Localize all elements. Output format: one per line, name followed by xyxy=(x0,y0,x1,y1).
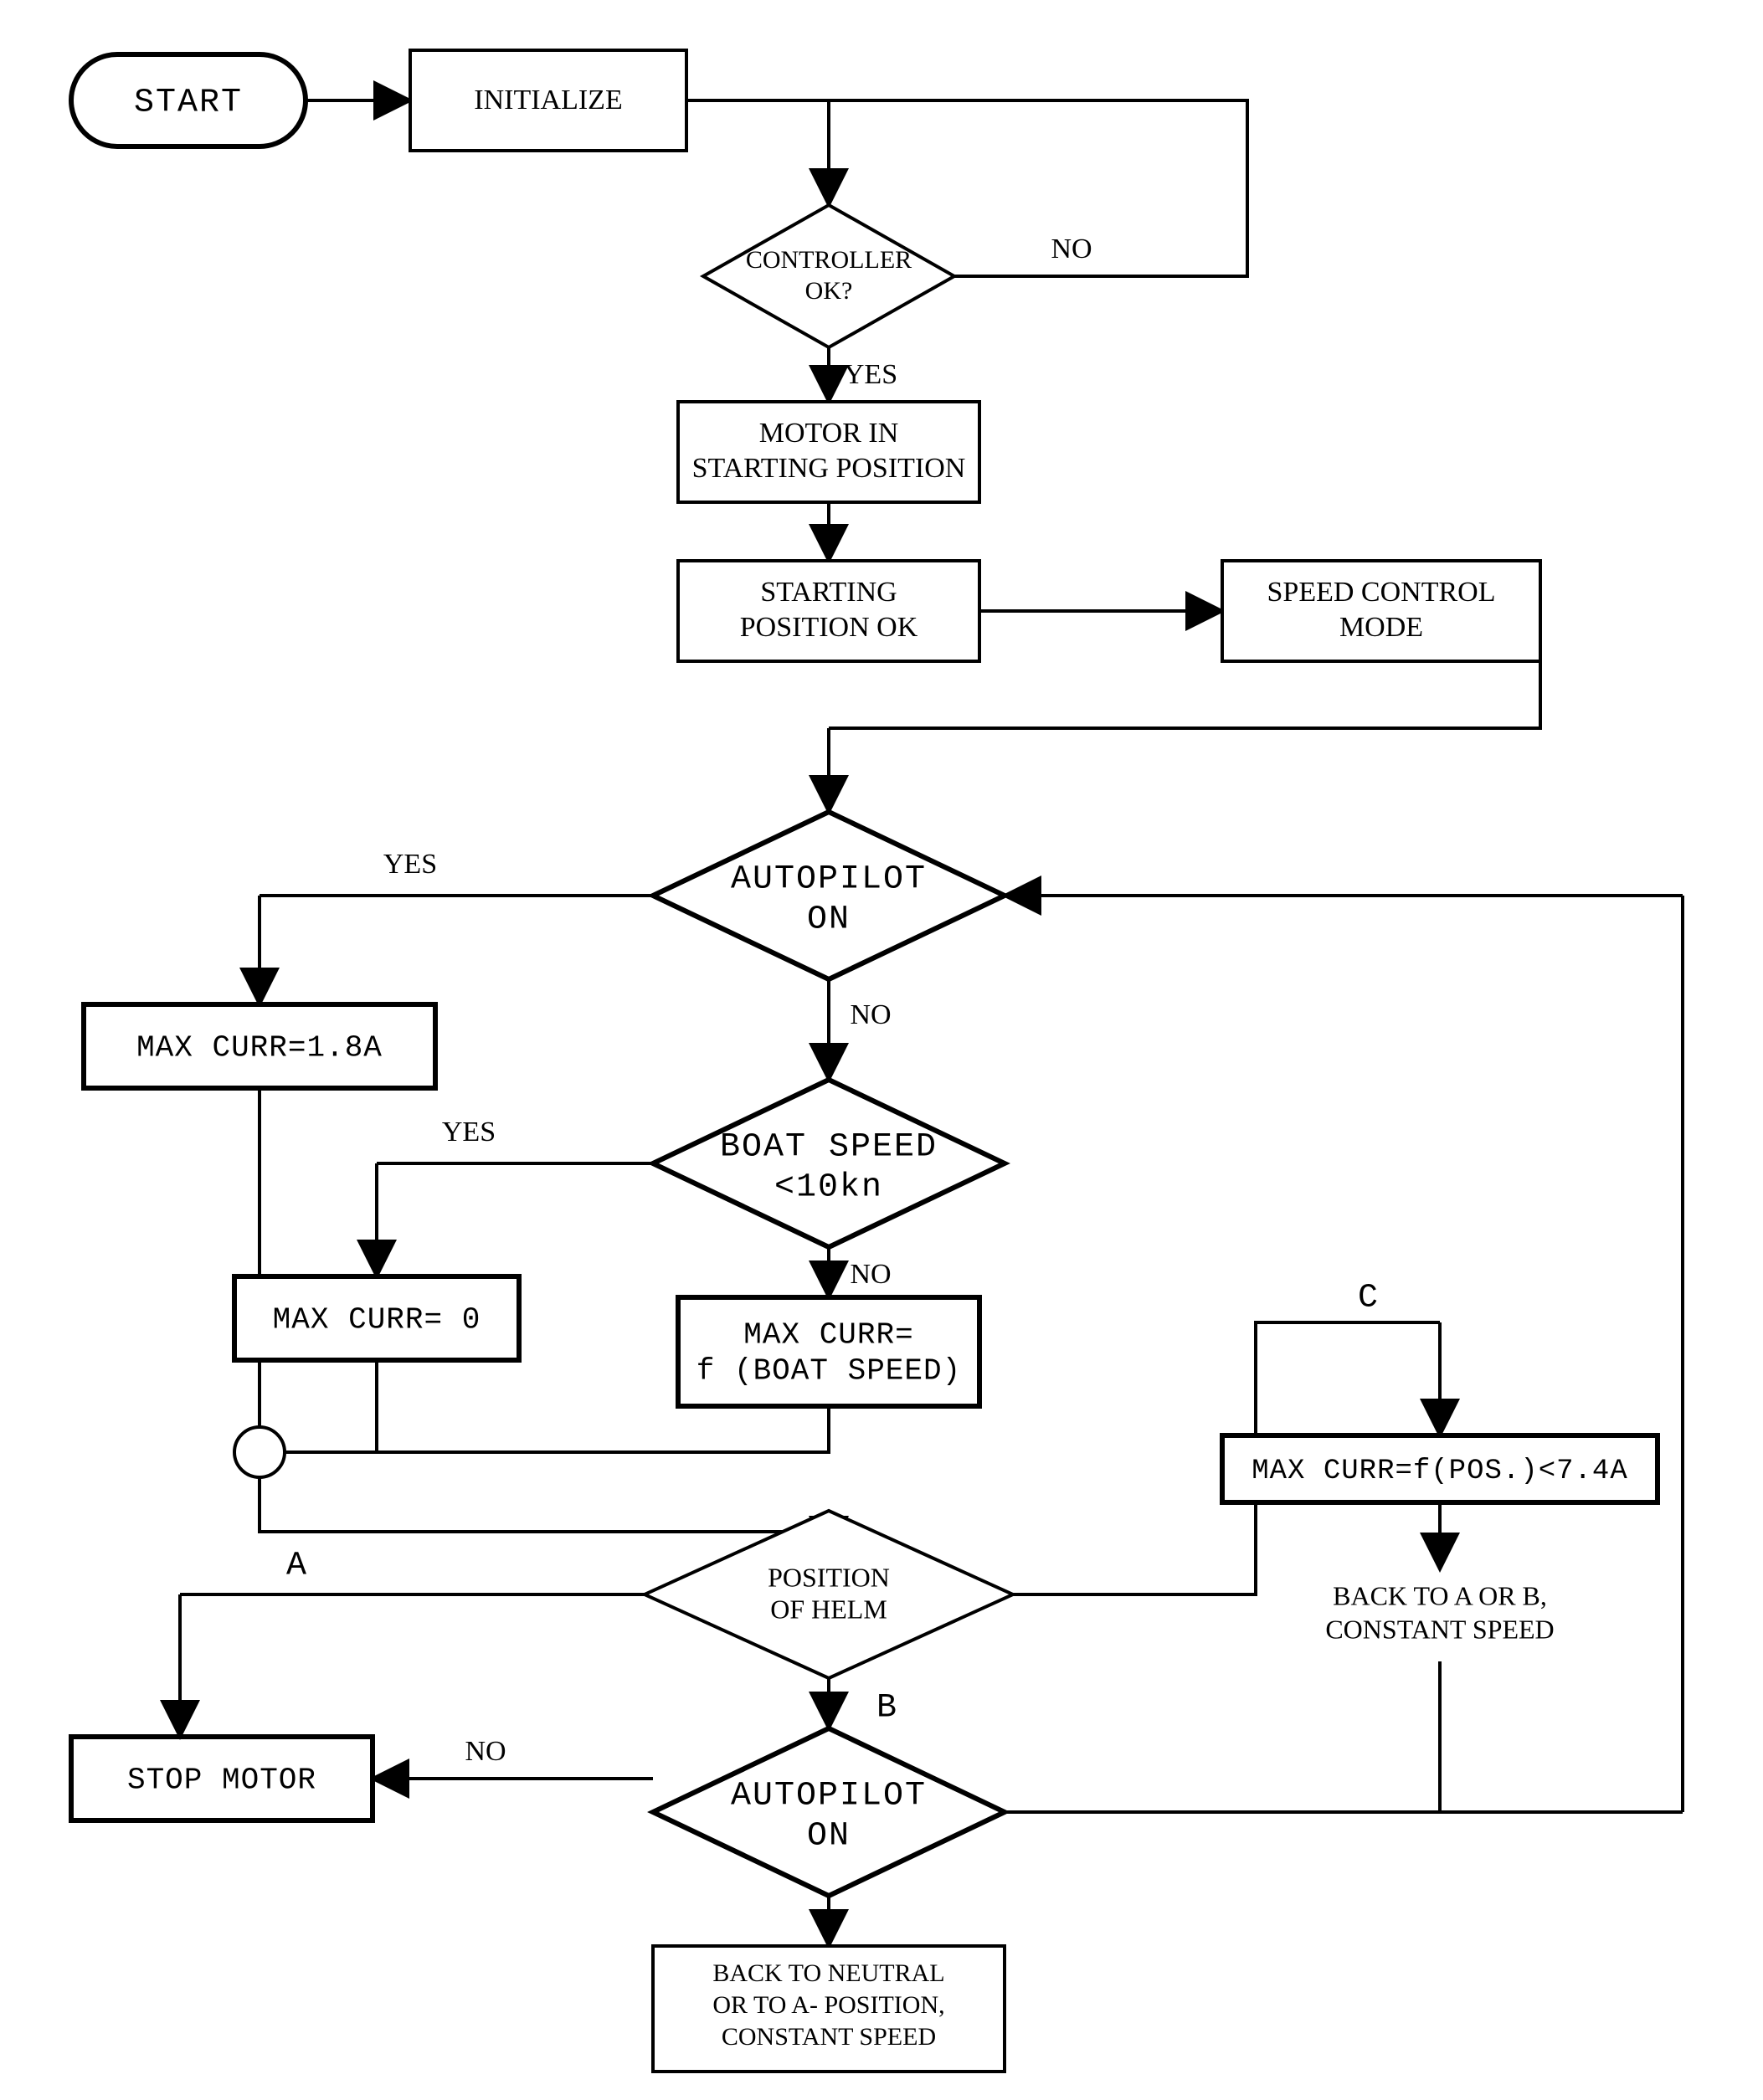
node-back-neutral-l1: BACK TO NEUTRAL xyxy=(712,1959,944,1987)
node-boat-speed-l2: <10kn xyxy=(774,1169,883,1207)
node-autopilot2-l2: ON xyxy=(807,1818,851,1856)
node-autopilot1-l2: ON xyxy=(807,901,851,939)
node-position-of-helm-l1: POSITION xyxy=(768,1562,890,1592)
node-initialize-label: INITIALIZE xyxy=(474,85,622,116)
node-max-curr-0-label: MAX CURR= 0 xyxy=(273,1303,481,1338)
lbl-ap1-yes: YES xyxy=(383,849,437,880)
node-back-ab-l1: BACK TO A OR B, xyxy=(1333,1580,1547,1610)
lbl-bs-no: NO xyxy=(850,1259,891,1290)
lbl-ctrl-no: NO xyxy=(1051,234,1092,264)
lbl-ph-B: B xyxy=(876,1690,898,1728)
lbl-ctrl-yes: YES xyxy=(844,359,897,390)
node-motor-pos-l1: MOTOR IN xyxy=(759,418,899,449)
edge-mcfbs-junct xyxy=(285,1406,829,1452)
node-start-pos-ok-l1: STARTING xyxy=(760,577,897,608)
lbl-bs-yes: YES xyxy=(442,1117,496,1148)
node-max-curr-pos-label: MAX CURR=f(POS.)<7.4A xyxy=(1252,1456,1627,1487)
node-motor-pos-l2: STARTING POSITION xyxy=(692,453,966,484)
lbl-ph-C: C xyxy=(1358,1280,1380,1317)
lbl-ph-A: A xyxy=(286,1548,308,1585)
node-back-neutral-l2: OR TO A- POSITION, xyxy=(712,1991,944,2019)
node-autopilot1-l1: AUTOPILOT xyxy=(731,861,927,899)
node-stop-motor-label: STOP MOTOR xyxy=(127,1764,316,1798)
node-max-curr-fbs-l2: f (BOAT SPEED) xyxy=(696,1354,961,1389)
lbl-ap2-no: NO xyxy=(465,1736,506,1767)
node-back-ab-l2: CONSTANT SPEED xyxy=(1325,1614,1554,1644)
node-back-neutral-l3: CONSTANT SPEED xyxy=(722,2023,936,2051)
node-max-curr-18-label: MAX CURR=1.8A xyxy=(136,1031,383,1065)
edge-junct-ph-a xyxy=(260,1477,829,1532)
node-position-of-helm-l2: OF HELM xyxy=(770,1594,887,1624)
node-start-label: START xyxy=(134,85,243,122)
edge-mc0-junct xyxy=(285,1360,377,1452)
node-start-pos-ok-l2: POSITION OK xyxy=(740,612,918,643)
node-controller-ok-l1: CONTROLLER xyxy=(746,246,912,274)
node-autopilot2-l1: AUTOPILOT xyxy=(731,1778,927,1815)
node-max-curr-fbs-l1: MAX CURR= xyxy=(743,1318,913,1353)
node-speed-mode-l2: MODE xyxy=(1339,612,1423,643)
node-speed-mode-l1: SPEED CONTROL xyxy=(1267,577,1496,608)
lbl-ap1-no: NO xyxy=(850,999,891,1030)
edge-speed-ap1-a xyxy=(829,661,1540,728)
node-junction xyxy=(234,1427,285,1477)
node-boat-speed-l1: BOAT SPEED xyxy=(720,1129,938,1167)
node-controller-ok-l2: OK? xyxy=(805,277,853,305)
flowchart: START INITIALIZE CONTROLLER OK? NO YES M… xyxy=(0,0,1763,2100)
